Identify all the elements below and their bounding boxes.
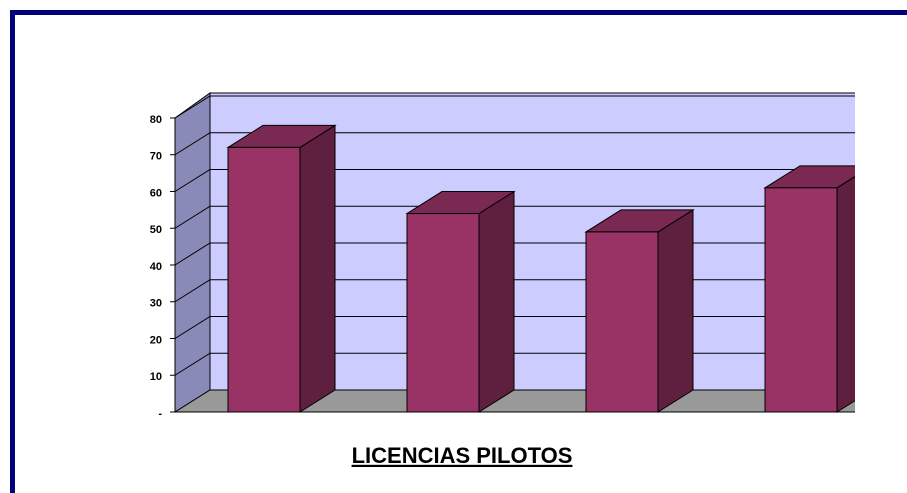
bar (764, 187, 838, 413)
y-tick-label: 30 (150, 298, 162, 310)
frame-top (10, 10, 907, 15)
y-tick-label: - (158, 408, 162, 420)
y-tick-label: 50 (150, 224, 162, 236)
chart-title: LICENCIAS PILOTOS (352, 443, 573, 468)
grid-line (174, 169, 855, 192)
grid-line (174, 95, 855, 119)
bar (227, 146, 301, 413)
plot-area (173, 92, 855, 413)
bar-side (657, 209, 694, 413)
y-tick-label: 70 (150, 151, 162, 163)
grid-line (174, 205, 855, 229)
y-tick-label: 60 (150, 187, 162, 199)
bar-side (478, 190, 515, 413)
y-tick-label: 10 (150, 371, 162, 383)
bar-side (299, 124, 336, 413)
grid-line (174, 132, 855, 156)
y-tick-label: 20 (150, 334, 162, 346)
y-tick-label: 80 (150, 114, 162, 126)
frame-left (10, 10, 15, 493)
y-tick-label: 40 (150, 261, 162, 273)
bar (585, 231, 659, 413)
bar (406, 213, 480, 413)
